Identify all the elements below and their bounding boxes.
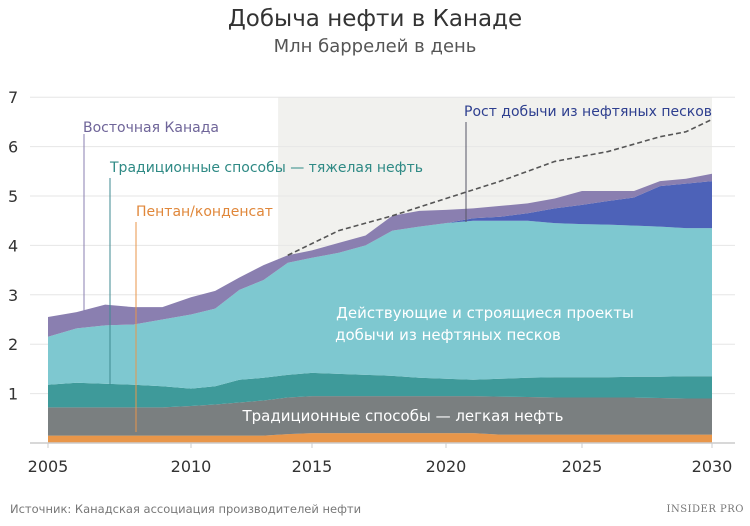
x-tick-label: 2025	[562, 457, 603, 476]
label-oilsands-2: добычи из нефтяных песков	[335, 326, 561, 344]
label-pentane: Пентан/конденсат	[136, 204, 273, 220]
label-growth: Рост добычи из нефтяных песков	[464, 104, 712, 120]
y-tick-label: 1	[8, 385, 18, 404]
y-tick-label: 4	[8, 236, 18, 255]
x-tick-label: 2030	[692, 457, 733, 476]
insider-logo: INSIDER PRO	[666, 504, 744, 515]
area-series-3	[48, 220, 712, 389]
label-eastern: Восточная Канада	[83, 120, 219, 136]
label-heavy: Традиционные способы — тяжелая нефть	[109, 160, 423, 176]
chart-subtitle: Млн баррелей в день	[273, 36, 477, 57]
x-tick-label: 2005	[28, 457, 69, 476]
area-series-4	[48, 181, 712, 337]
chart-title: Добыча нефти в Канаде	[227, 6, 523, 32]
area-series-5	[48, 173, 712, 337]
y-tick-label: 3	[8, 286, 18, 305]
y-tick-label: 6	[8, 138, 18, 157]
area-series-1	[48, 396, 712, 436]
source-note: Источник: Канадская ассоциация производи…	[10, 502, 362, 516]
area-series-2	[48, 372, 712, 408]
label-light: Традиционные способы — легкая нефть	[241, 407, 563, 425]
label-oilsands-1: Действующие и строящиеся проекты	[336, 304, 634, 322]
x-tick-label: 2020	[426, 457, 467, 476]
dashed-total-line	[287, 118, 713, 257]
y-tick-label: 5	[8, 187, 18, 206]
x-tick-label: 2010	[171, 457, 212, 476]
x-tick-label: 2015	[292, 457, 333, 476]
y-tick-label: 2	[8, 335, 18, 354]
y-tick-label: 7	[8, 88, 18, 107]
